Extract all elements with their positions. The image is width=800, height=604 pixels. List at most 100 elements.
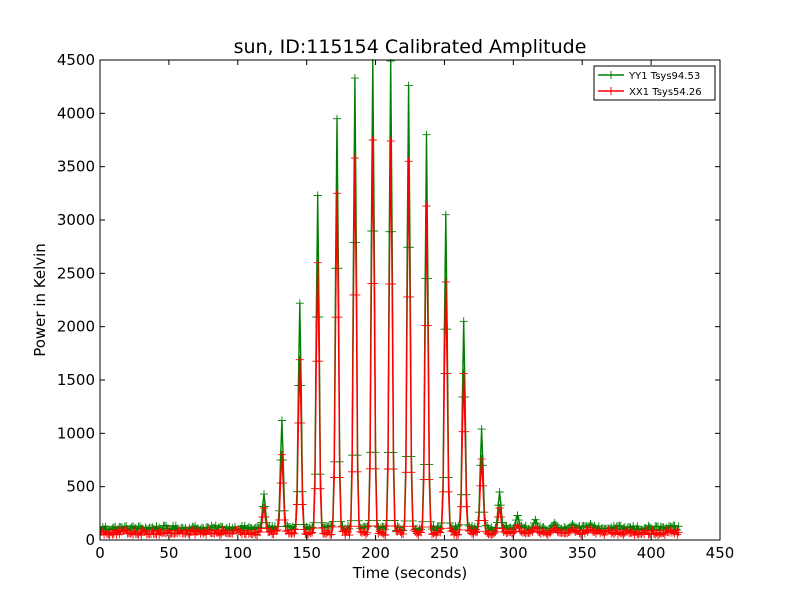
x-tick-label: 200: [361, 544, 390, 562]
data-point-yy1-tsys94-53: [404, 81, 413, 90]
data-point-xx1-tsys54-26: [477, 454, 486, 463]
data-point-xx1-tsys54-26: [355, 522, 363, 531]
axes: 0 50 100 150 200 250 300 350 400 4500500100015002…: [57, 51, 735, 562]
data-point-xx1-tsys54-26: [361, 530, 370, 539]
data-point-xx1-tsys54-26: [280, 515, 289, 524]
data-point-xx1-tsys54-26: [316, 484, 325, 493]
data-point-xx1-tsys54-26: [648, 526, 657, 535]
data-point-xx1-tsys54-26: [418, 523, 427, 532]
y-tick-label: 1500: [57, 371, 95, 389]
data-point-xx1-tsys54-26: [291, 525, 300, 534]
data-point-xx1-tsys54-26: [188, 526, 197, 534]
data-point-yy1-tsys94-53: [531, 515, 540, 524]
data-point-xx1-tsys54-26: [299, 525, 308, 534]
legend-box: [593, 65, 716, 101]
data-point-xx1-tsys54-26: [422, 202, 431, 211]
data-point-xx1-tsys54-26: [295, 355, 304, 364]
data-point-xx1-tsys54-26: [298, 500, 307, 509]
x-tick-label: 400: [637, 544, 666, 562]
data-point-xx1-tsys54-26: [202, 530, 211, 539]
data-point-xx1-tsys54-26: [350, 154, 359, 163]
data-point-xx1-tsys54-26: [370, 279, 379, 288]
x-tick-label: 0: [95, 544, 105, 562]
data-point-xx1-tsys54-26: [417, 528, 425, 537]
data-point-xx1-tsys54-26: [407, 468, 416, 477]
y-tick-label: 3000: [57, 211, 95, 229]
data-point-xx1-tsys54-26: [490, 529, 498, 538]
data-point-xx1-tsys54-26: [425, 475, 434, 484]
plot-frame: [99, 59, 721, 541]
data-point-yy1-tsys94-53: [313, 191, 322, 200]
x-tick-label: 150: [292, 544, 321, 562]
data-point-xx1-tsys54-26: [297, 418, 306, 427]
data-point-xx1-tsys54-26: [400, 522, 409, 531]
data-point-xx1-tsys54-26: [386, 137, 395, 146]
data-point-xx1-tsys54-26: [352, 290, 361, 299]
data-point-xx1-tsys54-26: [388, 280, 397, 289]
data-point-xx1-tsys54-26: [609, 530, 618, 538]
y-tick-label: 3500: [57, 158, 95, 176]
data-point-xx1-tsys54-26: [277, 450, 286, 459]
data-point-xx1-tsys54-26: [389, 465, 398, 473]
data-point-xx1-tsys54-26: [404, 157, 413, 166]
data-point-xx1-tsys54-26: [472, 528, 481, 537]
x-tick-label: 250: [430, 544, 459, 562]
data-point-yy1-tsys94-53: [670, 521, 679, 530]
data-point-xx1-tsys54-26: [443, 369, 452, 378]
data-point-xx1-tsys54-26: [390, 522, 399, 530]
data-point-xx1-tsys54-26: [372, 522, 381, 530]
y-tick-label: 500: [66, 478, 95, 496]
data-point-xx1-tsys54-26: [674, 528, 683, 537]
data-point-xx1-tsys54-26: [235, 526, 244, 535]
data-point-xx1-tsys54-26: [473, 527, 482, 536]
data-point-xx1-tsys54-26: [185, 531, 194, 540]
series-group: [100, 59, 683, 540]
data-point-xx1-tsys54-26: [454, 530, 463, 539]
data-point-xx1-tsys54-26: [272, 527, 281, 536]
data-point-xx1-tsys54-26: [479, 481, 487, 490]
y-tick-label: 1000: [57, 424, 95, 442]
data-point-yy1-tsys94-53: [261, 502, 270, 511]
data-point-yy1-tsys94-53: [279, 455, 288, 464]
data-point-xx1-tsys54-26: [426, 523, 435, 532]
data-point-xx1-tsys54-26: [290, 529, 299, 538]
data-point-xx1-tsys54-26: [364, 522, 373, 530]
legend-marker-xx1-tsys54-26: [607, 87, 615, 95]
data-point-yy1-tsys94-53: [260, 490, 268, 499]
y-tick-label: 4500: [57, 51, 95, 69]
x-tick-label: 450: [706, 544, 735, 562]
data-point-xx1-tsys54-26: [436, 528, 445, 537]
data-point-xx1-tsys54-26: [381, 531, 390, 540]
data-point-xx1-tsys54-26: [182, 526, 191, 535]
data-point-yy1-tsys94-53: [441, 210, 450, 219]
data-point-yy1-tsys94-53: [350, 74, 359, 83]
legend-label-yy1-tsys94-53: YY1 Tsys94.53: [628, 71, 700, 82]
data-point-xx1-tsys54-26: [279, 479, 288, 488]
data-point-xx1-tsys54-26: [306, 529, 315, 538]
data-point-xx1-tsys54-26: [363, 528, 372, 537]
data-point-xx1-tsys54-26: [308, 528, 317, 537]
data-point-xx1-tsys54-26: [315, 357, 324, 366]
data-point-xx1-tsys54-26: [382, 522, 391, 530]
data-point-yy1-tsys94-53: [333, 114, 341, 123]
data-point-xx1-tsys54-26: [415, 527, 424, 536]
x-tick-label: 300: [499, 544, 528, 562]
data-point-xx1-tsys54-26: [495, 504, 504, 512]
data-point-xx1-tsys54-26: [379, 530, 388, 539]
data-point-xx1-tsys54-26: [255, 528, 264, 537]
data-point-xx1-tsys54-26: [408, 522, 417, 531]
data-point-yy1-tsys94-53: [513, 511, 522, 520]
data-point-xx1-tsys54-26: [459, 369, 468, 378]
data-point-xx1-tsys54-26: [317, 524, 326, 532]
data-point-yy1-tsys94-53: [495, 488, 504, 496]
data-point-xx1-tsys54-26: [368, 136, 377, 144]
data-point-xx1-tsys54-26: [353, 467, 362, 476]
data-point-xx1-tsys54-26: [496, 513, 505, 521]
x-tick-label: 350: [568, 544, 597, 562]
data-point-xx1-tsys54-26: [327, 530, 336, 539]
data-point-xx1-tsys54-26: [491, 527, 500, 536]
data-point-xx1-tsys54-26: [480, 516, 489, 525]
data-point-xx1-tsys54-26: [345, 531, 354, 540]
data-point-xx1-tsys54-26: [215, 531, 224, 539]
